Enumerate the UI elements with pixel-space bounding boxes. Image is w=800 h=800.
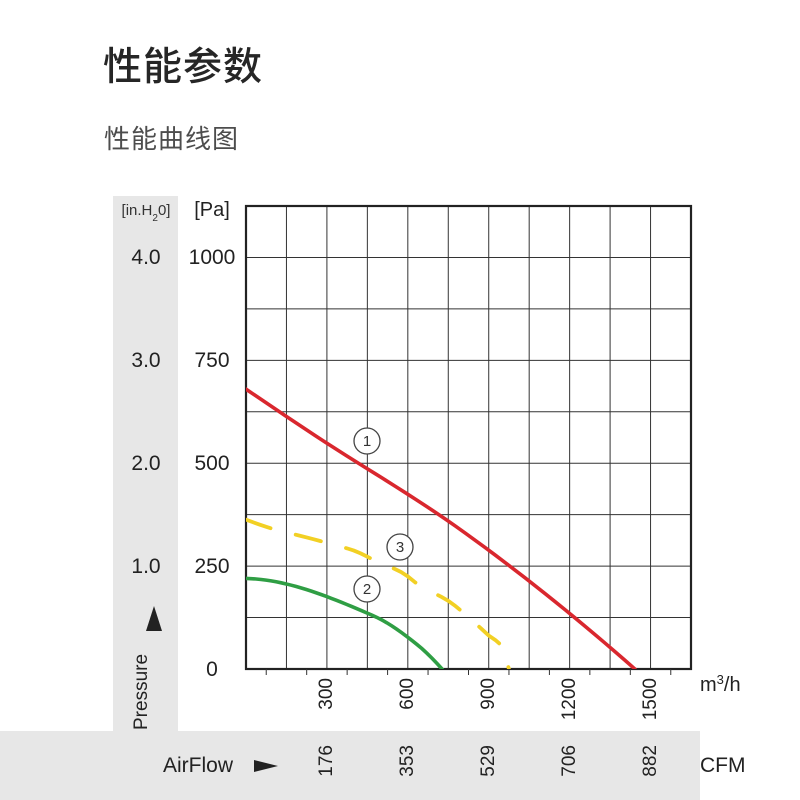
svg-text:900: 900	[478, 678, 499, 710]
svg-text:250: 250	[194, 555, 229, 578]
svg-text:Pressure: Pressure	[131, 654, 152, 730]
svg-text:529: 529	[478, 745, 499, 777]
svg-text:2.0: 2.0	[131, 452, 160, 475]
svg-text:0: 0	[206, 658, 218, 681]
svg-text:500: 500	[194, 452, 229, 475]
svg-text:353: 353	[397, 745, 418, 777]
svg-text:CFM: CFM	[700, 754, 746, 777]
svg-text:1200: 1200	[559, 678, 580, 720]
svg-text:882: 882	[640, 745, 661, 777]
svg-text:1.0: 1.0	[131, 555, 160, 578]
svg-text:300: 300	[316, 678, 337, 710]
svg-text:m3/h: m3/h	[700, 672, 741, 697]
svg-text:AirFlow: AirFlow	[163, 754, 234, 777]
svg-text:[Pa]: [Pa]	[194, 199, 230, 221]
svg-text:1000: 1000	[189, 246, 236, 269]
svg-text:1: 1	[363, 433, 371, 450]
svg-text:706: 706	[559, 745, 580, 777]
svg-text:2: 2	[363, 581, 371, 598]
svg-text:3.0: 3.0	[131, 349, 160, 372]
svg-text:750: 750	[194, 349, 229, 372]
svg-text:3: 3	[396, 539, 404, 556]
svg-text:4.0: 4.0	[131, 246, 160, 269]
svg-text:600: 600	[397, 678, 418, 710]
svg-text:[in.H20]: [in.H20]	[122, 202, 171, 224]
svg-text:176: 176	[316, 745, 337, 777]
svg-text:1500: 1500	[640, 678, 661, 720]
